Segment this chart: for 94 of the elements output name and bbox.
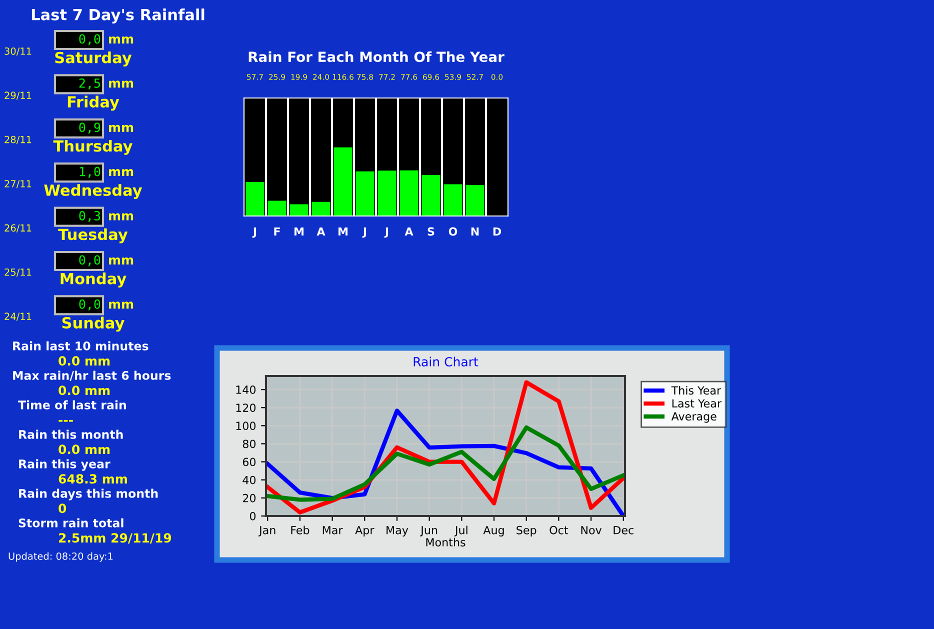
text: Wednesday [44,184,142,200]
text: 27/11 [4,180,32,188]
x-tick-label: O [448,227,458,236]
text: 2,5 [79,78,100,90]
text: 0.0 mm [58,444,110,454]
x-tick-label: M [338,227,348,236]
x-tick-label: M [294,227,304,236]
text: mm [109,36,134,44]
x-tick-label: Sep [516,526,536,536]
text: 1,0 [80,166,100,178]
legend-label: This Year [671,386,722,395]
text: Saturday [55,52,132,66]
bar [400,170,418,216]
x-tick-label: A [316,227,326,236]
text: Monday [60,272,126,288]
bar [356,171,374,216]
text: 0,9 [79,122,100,134]
legend-label: Average [671,412,716,423]
x-tick-label: Apr [355,526,374,536]
text: mm [109,257,134,264]
bar [422,175,440,216]
x-tick-label: Jul [454,526,468,536]
x-tick-label: F [274,227,280,236]
y-tick-label: 100 [236,422,256,430]
x-tick-label: May [386,526,408,536]
x-tick-label: Mar [322,526,343,534]
x-tick-label: N [471,227,479,236]
x-tick-label: J [384,227,388,238]
x-axis-title: Months [426,538,466,546]
text: Rain this year [19,459,110,471]
x-tick-label: J [252,227,256,238]
text: mm [109,169,134,176]
text: Rain this month [19,430,123,439]
text: --- [58,420,73,422]
y-tick-label: 140 [236,386,256,394]
x-tick-label: Jan [258,526,276,536]
bar [290,204,308,216]
text: 25/11 [4,268,32,277]
bar [268,200,286,216]
text: Sunday [62,316,124,332]
text: 0.0 mm [58,356,110,366]
text: 2.5mm 29/11/19 [58,533,172,544]
x-tick-label: Jun [420,526,438,536]
x-tick-label: Aug [483,526,504,536]
text: 26/11 [4,224,32,232]
line-series [266,425,625,502]
text: Friday [68,96,120,111]
y-tick-label: 80 [242,440,256,448]
text: Rain last 10 minutes [13,341,148,350]
x-tick-label: Feb [291,526,310,534]
text: mm [109,302,134,309]
chart-title: Rain For Each Month Of The Year [248,51,504,62]
y-tick-label: 120 [236,404,256,412]
text: 648.3 mm [58,474,127,484]
y-tick-label: 40 [242,476,256,484]
text: Storm rain total [18,518,124,528]
text: Rain days this month [19,488,158,500]
text: 0,3 [79,211,100,222]
legend-label: Last Year [672,399,722,408]
text: mm [109,80,134,88]
text: Max rain/hr last 6 hours [13,370,171,381]
chart-title: Rain Chart [414,356,478,366]
text: 29/11 [4,92,32,100]
text: Last 7 Day's Rainfall [32,8,204,24]
text: Time of last rain [18,400,126,410]
text: 0,0 [79,255,100,266]
bar [378,170,396,216]
text: 0,0 [79,34,100,46]
x-tick-label: Nov [581,526,602,534]
x-tick-label: Dec [614,526,634,534]
bar [334,147,352,216]
y-tick-label: 0 [250,512,256,520]
text: 0 [58,504,66,514]
bar [466,184,484,216]
x-tick-label: Oct [550,526,568,534]
x-tick-label: A [404,227,414,236]
bar [444,184,462,216]
y-tick-label: 60 [242,458,256,466]
text: 30/11 [4,47,32,56]
x-tick-label: J [362,227,366,238]
bar [246,182,264,216]
text: mm [109,213,134,220]
x-tick-label: S [428,227,434,236]
text: 24/11 [4,312,32,321]
text: Tuesday [58,228,128,244]
text: Updated: 08:20 day:1 [8,552,113,562]
text: 28/11 [4,136,32,144]
text: 0,0 [79,299,100,310]
y-tick-label: 20 [242,494,256,502]
text: mm [109,124,134,132]
text: 0.0 mm [58,386,110,396]
text: Thursday [53,140,132,155]
bar [312,202,330,216]
x-tick-label: D [493,227,502,236]
